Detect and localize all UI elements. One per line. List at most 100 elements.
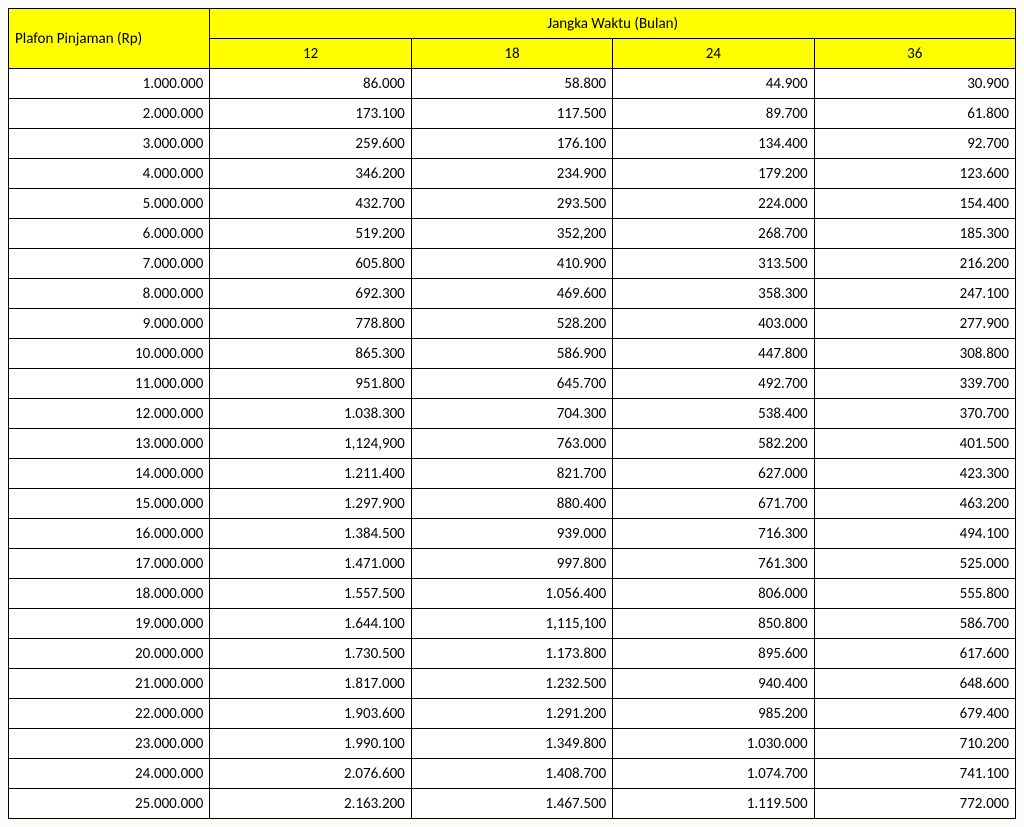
table-row: 24.000.0002.076.6001.408.7001.074.700741… [9, 759, 1016, 789]
value-cell-m12: 86.000 [210, 69, 411, 99]
value-cell-m36: 555.800 [814, 579, 1015, 609]
month-12-header: 12 [210, 39, 411, 69]
value-cell-m18: 176.100 [411, 129, 612, 159]
value-cell-m12: 1.557.500 [210, 579, 411, 609]
value-cell-m12: 1.903.600 [210, 699, 411, 729]
plafon-cell: 22.000.000 [9, 699, 210, 729]
plafon-cell: 20.000.000 [9, 639, 210, 669]
table-row: 18.000.0001.557.5001.056.400806.000555.8… [9, 579, 1016, 609]
value-cell-m24: 806.000 [613, 579, 814, 609]
table-row: 21.000.0001.817.0001.232.500940.400648.6… [9, 669, 1016, 699]
plafon-cell: 6.000.000 [9, 219, 210, 249]
value-cell-m12: 865.300 [210, 339, 411, 369]
value-cell-m24: 224.000 [613, 189, 814, 219]
value-cell-m36: 216.200 [814, 249, 1015, 279]
value-cell-m12: 432.700 [210, 189, 411, 219]
value-cell-m18: 234.900 [411, 159, 612, 189]
value-cell-m36: 92.700 [814, 129, 1015, 159]
value-cell-m18: 117.500 [411, 99, 612, 129]
value-cell-m12: 692.300 [210, 279, 411, 309]
value-cell-m18: 528.200 [411, 309, 612, 339]
plafon-cell: 25.000.000 [9, 789, 210, 819]
value-cell-m24: 403.000 [613, 309, 814, 339]
plafon-cell: 1.000.000 [9, 69, 210, 99]
plafon-cell: 11.000.000 [9, 369, 210, 399]
value-cell-m36: 423.300 [814, 459, 1015, 489]
value-cell-m18: 1.349.800 [411, 729, 612, 759]
value-cell-m24: 985.200 [613, 699, 814, 729]
value-cell-m36: 61.800 [814, 99, 1015, 129]
table-row: 4.000.000346.200234.900179.200123.600 [9, 159, 1016, 189]
plafon-cell: 4.000.000 [9, 159, 210, 189]
table-row: 23.000.0001.990.1001.349.8001.030.000710… [9, 729, 1016, 759]
plafon-header: Plafon Pinjaman (Rp) [9, 9, 210, 69]
value-cell-m24: 1.030.000 [613, 729, 814, 759]
value-cell-m12: 1.644.100 [210, 609, 411, 639]
value-cell-m18: 1.408.700 [411, 759, 612, 789]
value-cell-m18: 1.173.800 [411, 639, 612, 669]
table-row: 11.000.000951.800645.700492.700339.700 [9, 369, 1016, 399]
value-cell-m24: 1.119.500 [613, 789, 814, 819]
value-cell-m36: 648.600 [814, 669, 1015, 699]
value-cell-m24: 538.400 [613, 399, 814, 429]
value-cell-m36: 401.500 [814, 429, 1015, 459]
value-cell-m12: 951.800 [210, 369, 411, 399]
value-cell-m36: 339.700 [814, 369, 1015, 399]
value-cell-m36: 586.700 [814, 609, 1015, 639]
plafon-cell: 5.000.000 [9, 189, 210, 219]
value-cell-m24: 582.200 [613, 429, 814, 459]
value-cell-m12: 1,124,900 [210, 429, 411, 459]
value-cell-m12: 259.600 [210, 129, 411, 159]
value-cell-m12: 1.038.300 [210, 399, 411, 429]
plafon-cell: 3.000.000 [9, 129, 210, 159]
month-36-header: 36 [814, 39, 1015, 69]
value-cell-m18: 469.600 [411, 279, 612, 309]
value-cell-m24: 447.800 [613, 339, 814, 369]
value-cell-m18: 1.232.500 [411, 669, 612, 699]
value-cell-m24: 44.900 [613, 69, 814, 99]
table-row: 2.000.000173.100117.50089.70061.800 [9, 99, 1016, 129]
table-row: 3.000.000259.600176.100134.40092.700 [9, 129, 1016, 159]
value-cell-m18: 352,200 [411, 219, 612, 249]
table-row: 10.000.000865.300586.900447.800308.800 [9, 339, 1016, 369]
table-row: 9.000.000778.800528.200403.000277.900 [9, 309, 1016, 339]
table-row: 14.000.0001.211.400821.700627.000423.300 [9, 459, 1016, 489]
value-cell-m18: 58.800 [411, 69, 612, 99]
value-cell-m12: 1.211.400 [210, 459, 411, 489]
plafon-cell: 9.000.000 [9, 309, 210, 339]
plafon-cell: 19.000.000 [9, 609, 210, 639]
table-row: 16.000.0001.384.500939.000716.300494.100 [9, 519, 1016, 549]
value-cell-m36: 494.100 [814, 519, 1015, 549]
value-cell-m24: 671.700 [613, 489, 814, 519]
table-row: 6.000.000519.200352,200268.700185.300 [9, 219, 1016, 249]
value-cell-m12: 605.800 [210, 249, 411, 279]
value-cell-m12: 778.800 [210, 309, 411, 339]
table-row: 1.000.00086.00058.80044.90030.900 [9, 69, 1016, 99]
value-cell-m36: 30.900 [814, 69, 1015, 99]
table-row: 22.000.0001.903.6001.291.200985.200679.4… [9, 699, 1016, 729]
value-cell-m24: 89.700 [613, 99, 814, 129]
value-cell-m12: 519.200 [210, 219, 411, 249]
value-cell-m18: 997.800 [411, 549, 612, 579]
plafon-cell: 2.000.000 [9, 99, 210, 129]
value-cell-m12: 1.730.500 [210, 639, 411, 669]
value-cell-m36: 247.100 [814, 279, 1015, 309]
plafon-cell: 12.000.000 [9, 399, 210, 429]
value-cell-m24: 627.000 [613, 459, 814, 489]
table-row: 20.000.0001.730.5001.173.800895.600617.6… [9, 639, 1016, 669]
value-cell-m36: 679.400 [814, 699, 1015, 729]
value-cell-m36: 277.900 [814, 309, 1015, 339]
plafon-cell: 15.000.000 [9, 489, 210, 519]
value-cell-m24: 268.700 [613, 219, 814, 249]
value-cell-m24: 761.300 [613, 549, 814, 579]
value-cell-m12: 1.817.000 [210, 669, 411, 699]
value-cell-m36: 123.600 [814, 159, 1015, 189]
value-cell-m18: 1,115,100 [411, 609, 612, 639]
value-cell-m18: 645.700 [411, 369, 612, 399]
value-cell-m24: 940.400 [613, 669, 814, 699]
table-row: 25.000.0002.163.2001.467.5001.119.500772… [9, 789, 1016, 819]
value-cell-m12: 2.076.600 [210, 759, 411, 789]
table-body: 1.000.00086.00058.80044.90030.9002.000.0… [9, 69, 1016, 819]
value-cell-m36: 772.000 [814, 789, 1015, 819]
value-cell-m12: 1.990.100 [210, 729, 411, 759]
